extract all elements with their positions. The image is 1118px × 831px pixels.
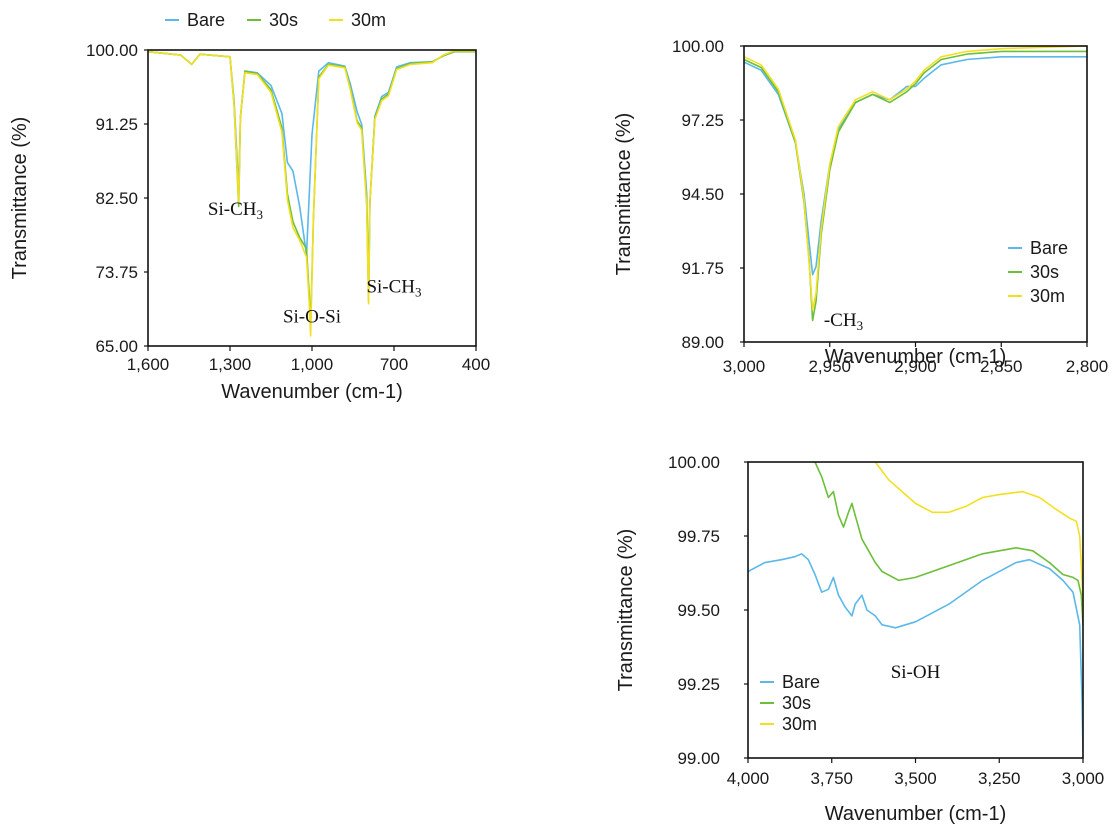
x-tick-label: 3,500 bbox=[894, 769, 937, 788]
x-axis-title: Wavenumber (cm-1) bbox=[825, 346, 1007, 368]
legend: Bare 30s 30m bbox=[165, 10, 386, 30]
y-tick-label: 99.00 bbox=[677, 749, 720, 768]
peak-annotation: Si-O-Si bbox=[283, 306, 341, 327]
peak-annotation: Si-CH3 bbox=[208, 199, 263, 222]
x-tick-label: 1,300 bbox=[209, 355, 252, 374]
y-axis-title: Transmittance (%) bbox=[615, 529, 637, 692]
legend: Bare 30s 30m bbox=[1008, 238, 1068, 306]
x-tick-label: 2,800 bbox=[1066, 357, 1109, 376]
legend-label: 30m bbox=[782, 714, 817, 734]
x-tick-label: 3,250 bbox=[978, 769, 1021, 788]
x-tick-label: 2,850 bbox=[980, 357, 1023, 376]
legend-label: 30s bbox=[269, 10, 298, 30]
legend-label: 30s bbox=[1030, 262, 1059, 282]
series-line-bare bbox=[748, 553, 1083, 753]
y-tick-label: 73.75 bbox=[95, 263, 138, 282]
legend-label: 30s bbox=[782, 693, 811, 713]
legend-label: 30m bbox=[1030, 286, 1065, 306]
y-tick-label: 91.75 bbox=[681, 259, 724, 278]
y-axis-title: Transmittance (%) bbox=[9, 117, 31, 280]
legend-label: Bare bbox=[187, 10, 225, 30]
y-tick-label: 94.50 bbox=[681, 185, 724, 204]
series-line-30m bbox=[874, 461, 1083, 616]
peak-annotation: Si-CH3 bbox=[366, 277, 421, 300]
y-tick-label: 100.00 bbox=[86, 41, 138, 60]
peak-annotation: -CH3 bbox=[824, 310, 863, 333]
y-tick-label: 99.50 bbox=[677, 601, 720, 620]
x-tick-label: 1,000 bbox=[291, 355, 334, 374]
x-tick-label: 2,900 bbox=[894, 357, 937, 376]
x-axis-title: Wavenumber (cm-1) bbox=[825, 803, 1007, 825]
x-axis-title: Wavenumber (cm-1) bbox=[221, 381, 403, 403]
y-tick-label: 91.25 bbox=[95, 115, 138, 134]
x-tick-label: 400 bbox=[462, 355, 490, 374]
y-tick-label: 99.75 bbox=[677, 527, 720, 546]
y-tick-label: 89.00 bbox=[681, 333, 724, 352]
peak-annotation: Si-OH bbox=[891, 662, 941, 683]
y-tick-label: 100.00 bbox=[672, 37, 724, 56]
legend-label: Bare bbox=[782, 672, 820, 692]
y-tick-label: 82.50 bbox=[95, 189, 138, 208]
y-axis-title: Transmittance (%) bbox=[613, 113, 635, 276]
x-tick-label: 1,600 bbox=[127, 355, 170, 374]
x-tick-label: 3,000 bbox=[1062, 769, 1105, 788]
y-tick-label: 97.25 bbox=[681, 111, 724, 130]
chart-1: 1,600 1,300 1,000 700 400 100.00 91.25 82.50 73.… bbox=[9, 10, 490, 403]
series-line-30m bbox=[744, 45, 1087, 311]
legend-label: Bare bbox=[1030, 238, 1068, 258]
y-tick-label: 65.00 bbox=[95, 337, 138, 356]
series-line-30s bbox=[814, 461, 1083, 625]
x-tick-label: 700 bbox=[380, 355, 408, 374]
x-tick-label: 4,000 bbox=[727, 769, 770, 788]
x-tick-label: 3,000 bbox=[723, 357, 766, 376]
x-tick-label: 2,950 bbox=[808, 357, 851, 376]
series-line-30m bbox=[148, 50, 476, 337]
y-tick-label: 100.00 bbox=[668, 453, 720, 472]
legend-label: 30m bbox=[351, 10, 386, 30]
chart-3: 4,000 3,750 3,500 3,250 3,000 100.00 99.75 99.5… bbox=[615, 453, 1104, 825]
chart-2: 3,000 2,950 2,900 2,850 2,800 100.00 97.25 94.5… bbox=[613, 37, 1108, 376]
y-tick-label: 99.25 bbox=[677, 675, 720, 694]
x-tick-label: 3,750 bbox=[810, 769, 853, 788]
